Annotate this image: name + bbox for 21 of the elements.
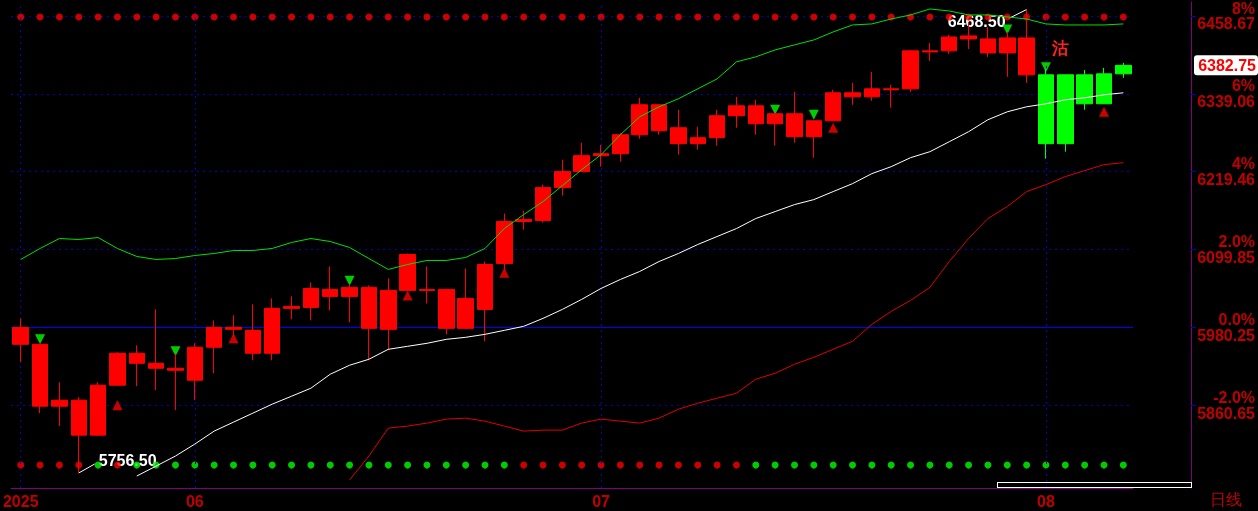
x-tick-label: 07: [592, 492, 611, 510]
y-tick-label: 5980.25: [1197, 326, 1256, 344]
x-tick-label: 06: [185, 492, 204, 510]
x-tick-label: 08: [1037, 492, 1055, 510]
y-tick-label: 5860.65: [1197, 404, 1256, 422]
text: 6382.75: [1198, 56, 1257, 74]
y2-tick-label: 0.0%: [1218, 310, 1255, 328]
text: 日线: [1210, 489, 1242, 509]
y-tick-label: 6339.06: [1197, 93, 1256, 111]
annotation: 沽: [1050, 38, 1069, 58]
annotation: 5756.50: [98, 452, 157, 470]
y2-tick-label: 4%: [1231, 155, 1255, 173]
y2-tick-label: 6%: [1231, 77, 1255, 95]
x-tick-label: 2025: [2, 492, 39, 510]
y-tick-label: 6219.46: [1197, 171, 1256, 189]
annotation: 6468.50: [947, 13, 1006, 31]
y2-tick-label: 8%: [1231, 0, 1255, 17]
y-tick-label: 6099.85: [1197, 248, 1256, 266]
y2-tick-label: -2.0%: [1213, 388, 1255, 406]
y2-tick-label: 2.0%: [1218, 232, 1255, 250]
y-tick-label: 6458.67: [1197, 15, 1256, 33]
